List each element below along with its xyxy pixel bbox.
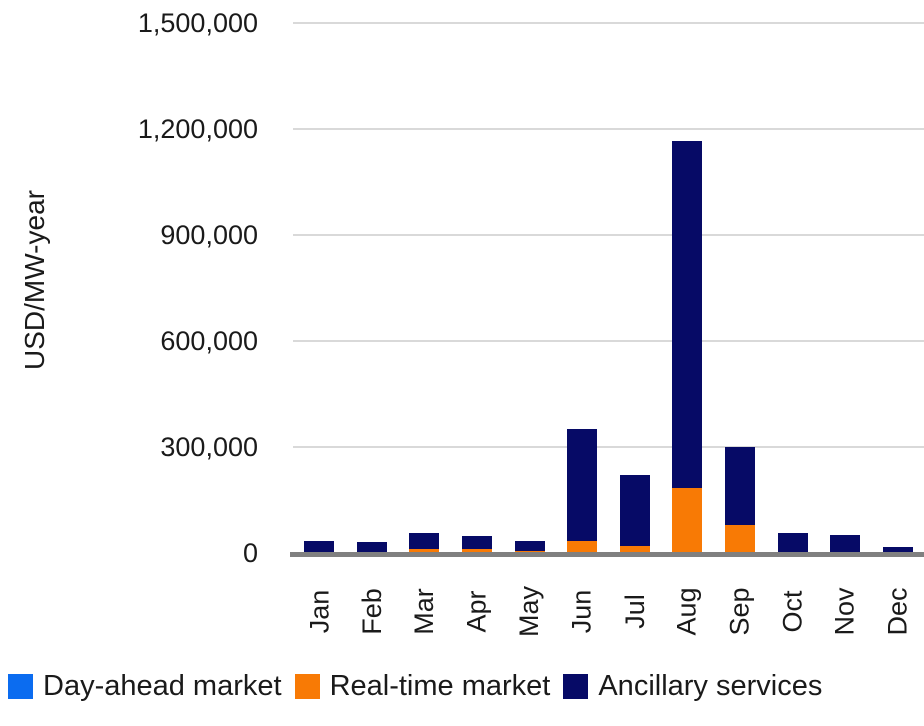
- x-tick-text: Jun: [566, 589, 597, 633]
- x-tick-text: Mar: [408, 587, 439, 635]
- gridline-900-000: [293, 234, 924, 236]
- x-tick-text: Dec: [882, 586, 913, 636]
- gridline-600-000: [293, 340, 924, 342]
- bar-dec-ancillary-services: [882, 547, 913, 552]
- x-tick-text: Apr: [461, 589, 492, 633]
- bar-apr-ancillary-services: [462, 536, 493, 550]
- x-tick-label-aug: Aug: [661, 567, 714, 655]
- y-tick-label-1-200-000: 1,200,000: [137, 114, 258, 144]
- gridline-1-500-000: [293, 22, 924, 24]
- bar-mar-ancillary-services: [409, 532, 440, 549]
- bar-oct-ancillary-services: [777, 532, 808, 553]
- gridline-300-000: [293, 446, 924, 448]
- bar-jul-ancillary-services: [619, 475, 650, 546]
- x-tick-label-jun: Jun: [556, 567, 609, 655]
- x-tick-label-jan: Jan: [293, 567, 346, 655]
- x-tick-label-may: May: [503, 567, 556, 655]
- x-tick-label-oct: Oct: [766, 567, 819, 655]
- y-tick-label-900-000: 900,000: [160, 220, 258, 250]
- gridline-1-200-000: [293, 128, 924, 130]
- x-tick-text: Oct: [777, 589, 808, 633]
- bar-aug-ancillary-services: [672, 141, 703, 488]
- legend-label-ancillary-services: Ancillary services: [598, 670, 823, 702]
- y-tick-label-0: 0: [242, 538, 258, 568]
- x-tick-label-apr: Apr: [451, 567, 504, 655]
- legend-swatch-real-time-market: [294, 674, 320, 699]
- x-tick-text: May: [514, 585, 545, 637]
- y-tick-label-300-000: 300,000: [160, 432, 258, 462]
- bar-may-real-time-market: [514, 550, 545, 553]
- x-tick-label-nov: Nov: [819, 567, 872, 655]
- bar-sep-ancillary-services: [724, 447, 755, 525]
- legend-item-ancillary-services: Ancillary services: [563, 670, 822, 703]
- legend-swatch-day-ahead-market: [8, 674, 33, 699]
- x-tick-label-jul: Jul: [609, 567, 662, 655]
- legend-swatch-ancillary-services: [563, 674, 589, 699]
- x-tick-label-mar: Mar: [398, 567, 451, 655]
- x-tick-text: Aug: [671, 586, 702, 636]
- legend-item-real-time-market: Real-time market: [294, 670, 551, 703]
- bar-mar-real-time-market: [409, 548, 440, 553]
- bar-jan-ancillary-services: [304, 540, 335, 553]
- x-tick-text: Sep: [724, 586, 755, 636]
- bar-nov-ancillary-services: [830, 534, 861, 553]
- y-tick-label-1-500-000: 1,500,000: [137, 8, 258, 38]
- x-axis-line: [290, 552, 924, 557]
- legend: Day-ahead market Real-time market Ancillar…: [8, 670, 924, 703]
- x-tick-text: Jul: [619, 593, 650, 629]
- bar-apr-real-time-market: [462, 549, 493, 553]
- x-tick-text: Feb: [356, 587, 387, 635]
- y-tick-label-600-000: 600,000: [160, 326, 258, 356]
- x-axis-tick-labels: Jan Feb Mar Apr May Jun Jul Aug Sep Oct Nov Dec: [293, 567, 924, 655]
- x-tick-label-dec: Dec: [871, 567, 924, 655]
- bar-aug-real-time-market: [672, 487, 703, 553]
- legend-item-day-ahead-market: Day-ahead market: [8, 670, 282, 703]
- legend-label-real-time-market: Real-time market: [329, 670, 551, 702]
- x-tick-text: Jan: [303, 589, 334, 633]
- x-tick-label-sep: Sep: [714, 567, 767, 655]
- bar-jun-real-time-market: [567, 540, 598, 553]
- bar-jun-ancillary-services: [567, 429, 598, 541]
- plot-area: [293, 22, 924, 553]
- bar-jul-real-time-market: [619, 545, 650, 553]
- legend-label-day-ahead-market: Day-ahead market: [43, 670, 282, 702]
- x-tick-text: Nov: [829, 586, 860, 636]
- bar-sep-real-time-market: [724, 524, 755, 553]
- bar-may-ancillary-services: [514, 540, 545, 551]
- bar-feb-ancillary-services: [356, 541, 387, 553]
- x-tick-label-feb: Feb: [346, 567, 399, 655]
